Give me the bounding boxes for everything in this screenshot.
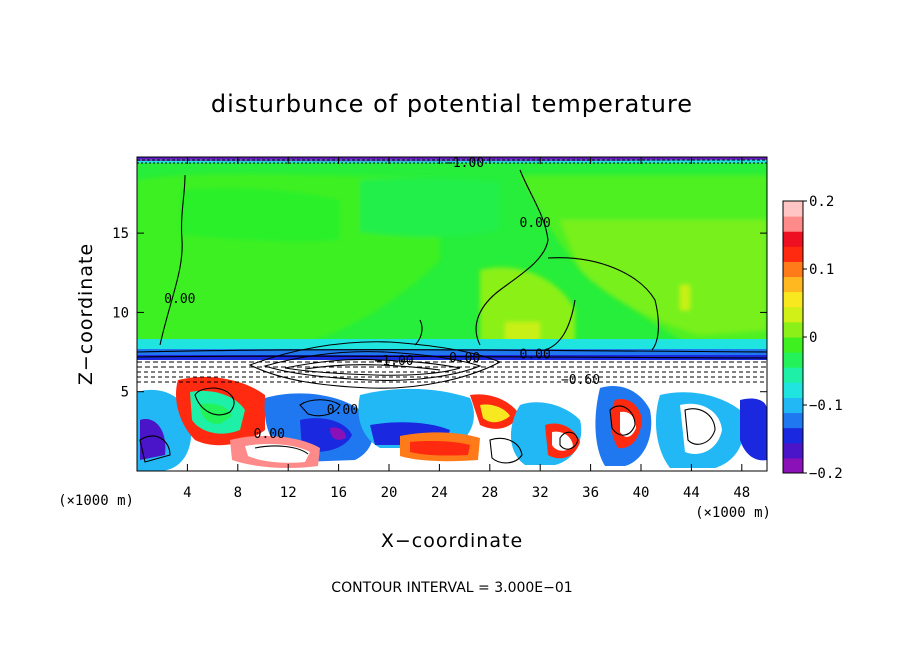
colorbar-swatch: [783, 306, 803, 323]
x-tick-label: 8: [234, 485, 242, 501]
colorbar-swatch: [783, 412, 803, 429]
colorbar-tick-label: −0.2: [809, 466, 843, 482]
colorbar-swatch: [783, 321, 803, 338]
x-tick-label: 48: [733, 485, 750, 501]
x-tick-label: 32: [532, 485, 549, 501]
colorbar-swatch: [783, 231, 803, 247]
colorbar-swatch: [783, 427, 803, 444]
colorbar: −0.2 −0.1 0 0.1 0.2: [782, 194, 843, 482]
colorbar-tick-label: 0.2: [809, 194, 834, 210]
colorbar-swatch: [783, 397, 803, 414]
x-axis-label: X−coordinate: [381, 530, 523, 552]
x-tick-label: 24: [431, 485, 448, 501]
x-tick-label: 12: [280, 485, 297, 501]
colorbar-swatch: [783, 337, 803, 353]
contour-label: −1.00: [445, 156, 484, 171]
colorbar-swatch: [783, 201, 803, 217]
colorbar-tick-label: 0.1: [809, 262, 834, 278]
contour-label-layer: 0.00 0.00 0.00 0.00 0.00 0.00 −1.00 −0.60 −1.00: [164, 156, 600, 442]
color-field: [137, 157, 767, 471]
colorbar-swatch: [783, 261, 803, 278]
x-tick-label: 4: [183, 485, 191, 501]
plot-frame: [136, 156, 768, 472]
contour-label: 0.00: [164, 292, 195, 307]
x-unit-left: (×1000 m): [58, 493, 134, 509]
y-tick-label: 15: [112, 226, 129, 242]
contour-label: 0.00: [327, 403, 358, 418]
contour-label: 0.00: [520, 216, 551, 231]
x-tick-label: 40: [633, 485, 650, 501]
colorbar-swatch: [783, 276, 803, 293]
y-axis-label: Z−coordinate: [75, 243, 97, 385]
y-axis-ticks: 5 10 15: [112, 226, 767, 401]
contour-label: −0.60: [561, 373, 600, 388]
colorbar-tick-label: 0: [809, 330, 817, 346]
x-tick-label: 16: [330, 485, 347, 501]
contour-lines: [137, 159, 767, 464]
chart-title: disturbunce of potential temperature: [211, 90, 693, 118]
x-tick-label: 28: [481, 485, 498, 501]
colorbar-swatch: [783, 442, 803, 459]
x-tick-label: 20: [381, 485, 398, 501]
colorbar-tick-label: −0.1: [809, 398, 843, 414]
colorbar-swatch: [783, 367, 803, 383]
colorbar-swatch: [783, 291, 803, 308]
x-tick-label: 36: [582, 485, 599, 501]
colorbar-swatch: [783, 457, 803, 474]
contour-label: 0.00: [520, 348, 551, 363]
y-tick-label: 10: [112, 305, 129, 321]
contour-label: 0.00: [254, 427, 285, 442]
colorbar-swatch: [783, 216, 803, 232]
contour-label: −1.00: [374, 354, 413, 369]
colorbar-swatch: [783, 382, 803, 398]
x-axis-ticks: 4 8 12 16 20 24 28 32 36 40 44 48: [183, 157, 750, 501]
colorbar-swatch: [783, 246, 803, 262]
x-tick-label: 44: [683, 485, 700, 501]
contour-label: 0.00: [449, 351, 480, 366]
colorbar-swatch: [783, 352, 803, 368]
x-unit-right: (×1000 m): [695, 505, 771, 521]
y-tick-label: 5: [121, 385, 129, 401]
plot-area: 0.00 0.00 0.00 0.00 0.00 0.00 −1.00 −0.60 −1.00: [137, 156, 767, 471]
contour-interval-note: CONTOUR INTERVAL = 3.000E−01: [331, 580, 572, 596]
